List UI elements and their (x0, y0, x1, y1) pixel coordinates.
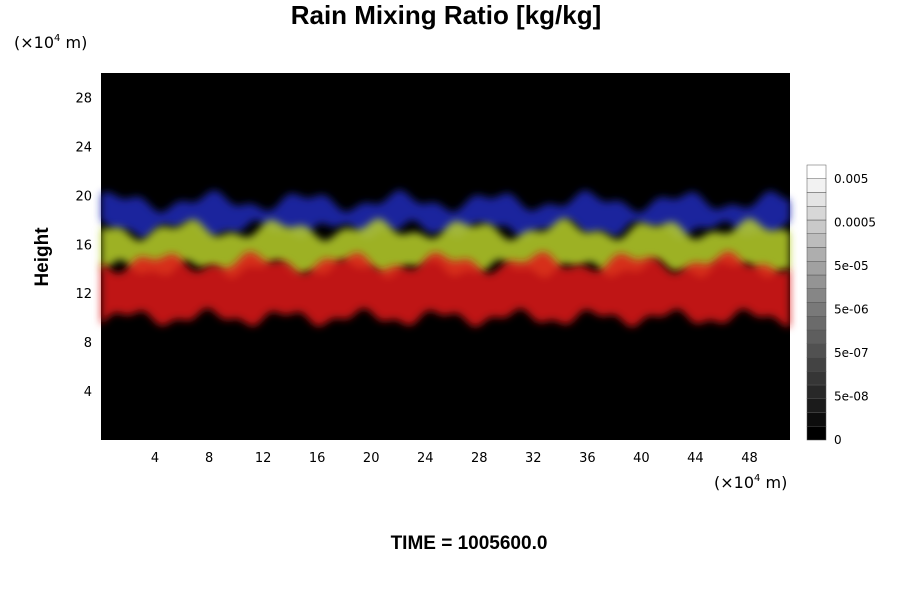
colorbar (806, 164, 827, 441)
y-tick-label: 4 (84, 385, 92, 400)
x-tick-label: 20 (363, 451, 380, 466)
x-tick-label: 4 (151, 451, 159, 466)
y-tick-label: 20 (75, 189, 92, 204)
y-axis-ticks: 4 8 12 16 20 24 28 (75, 91, 92, 400)
colorbar-tick-label: 0.005 (834, 172, 868, 186)
colorbar-tick-label: 5e-08 (834, 390, 869, 404)
x-tick-label: 8 (205, 451, 213, 466)
colorbar-swatch (806, 316, 827, 331)
x-tick-label: 32 (525, 451, 542, 466)
x-tick-label: 24 (417, 451, 434, 466)
x-axis-ticks: 4 8 12 16 20 24 28 32 36 40 44 48 (151, 451, 758, 466)
time-label: TIME = 1005600.0 (391, 533, 548, 554)
y-tick-label: 24 (75, 140, 92, 155)
y-axis-label: Height (32, 227, 53, 287)
colorbar-swatch (806, 164, 827, 179)
colorbar-swatch (806, 274, 827, 289)
y-tick-label: 16 (75, 238, 92, 253)
colorbar-swatch (806, 412, 827, 427)
colorbar-tick-label: 0.0005 (834, 216, 876, 230)
y-tick-label: 12 (75, 287, 92, 302)
colorbar-swatch (806, 261, 827, 276)
x-tick-label: 28 (471, 451, 488, 466)
colorbar-tick-label: 5e-06 (834, 303, 869, 317)
x-tick-label: 12 (255, 451, 272, 466)
colorbar-swatch (806, 233, 827, 248)
colorbar-swatch (806, 219, 827, 234)
colorbar-swatch (806, 398, 827, 413)
colorbar-swatch (806, 343, 827, 358)
colorbar-swatch (806, 288, 827, 303)
x-tick-label: 44 (687, 451, 704, 466)
colorbar-swatch (806, 384, 827, 399)
colorbar-swatch (806, 178, 827, 193)
colorbar-tick-label: 5e-07 (834, 346, 869, 360)
x-unit-label: (×104 m) (714, 473, 787, 492)
chart-title: Rain Mixing Ratio [kg/kg] (291, 0, 602, 30)
x-tick-label: 16 (309, 451, 326, 466)
colorbar-swatch (806, 426, 827, 441)
x-tick-label: 48 (741, 451, 758, 466)
colorbar-tick-label: 0 (834, 433, 842, 447)
colorbar-labels: 0.005 0.0005 5e-05 5e-06 5e-07 5e-08 0 (834, 172, 876, 447)
colorbar-swatch (806, 371, 827, 386)
colorbar-swatch (806, 329, 827, 344)
x-tick-label: 36 (579, 451, 596, 466)
colorbar-tick-label: 5e-05 (834, 259, 869, 273)
rain-layers (101, 189, 790, 328)
colorbar-swatch (806, 357, 827, 372)
lower-layer (101, 251, 790, 328)
y-tick-label: 28 (75, 91, 92, 106)
colorbar-swatch (806, 302, 827, 317)
y-unit-label: (×104 m) (14, 33, 87, 52)
colorbar-swatch (806, 192, 827, 207)
colorbar-swatch (806, 247, 827, 262)
x-tick-label: 40 (633, 451, 650, 466)
y-tick-label: 8 (84, 336, 92, 351)
colorbar-swatch (806, 206, 827, 221)
